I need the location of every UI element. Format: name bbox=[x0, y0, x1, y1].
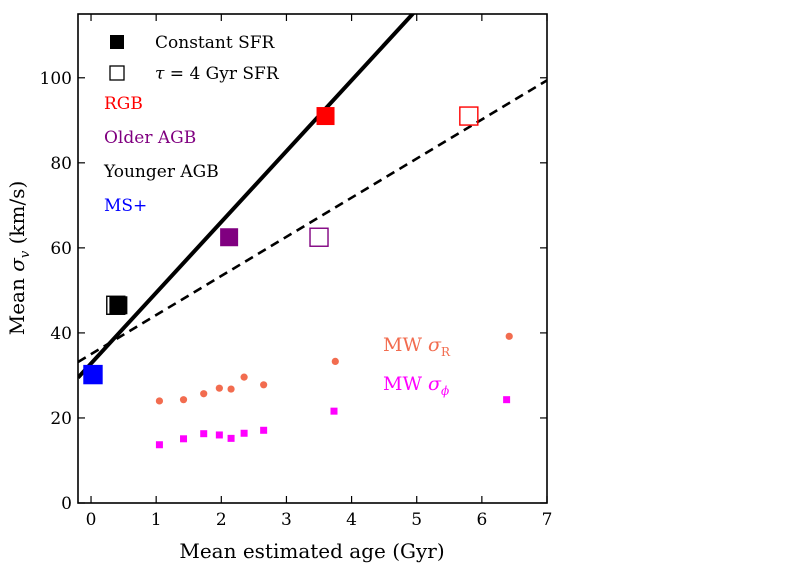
older-agb-tau-marker bbox=[309, 227, 329, 247]
mw-sigma-r-point bbox=[505, 332, 513, 340]
legend-constant-marker bbox=[110, 35, 124, 49]
x-tick-label: 2 bbox=[216, 510, 227, 530]
y-tick-label: 80 bbox=[50, 154, 72, 174]
plot-frame bbox=[77, 13, 548, 504]
mw-sigma-r-point bbox=[331, 357, 339, 366]
older-agb-constant-marker bbox=[220, 228, 239, 247]
x-tick-label: 0 bbox=[86, 510, 97, 530]
legend-tau-label: τ = 4 Gyr SFR bbox=[155, 64, 280, 84]
mw-sigma-r-label: MW σR bbox=[383, 334, 451, 359]
x-tick-label: 6 bbox=[476, 510, 487, 530]
y-tick-label: 40 bbox=[50, 324, 72, 344]
mw-sigma-phi-point bbox=[503, 396, 511, 404]
legend: Constant SFR τ = 4 Gyr SFR bbox=[109, 33, 280, 84]
ms-label: MS+ bbox=[104, 196, 147, 216]
y-tick-label: 100 bbox=[40, 69, 72, 89]
rgb-tau-marker bbox=[459, 106, 479, 126]
mw-sigma-phi-point bbox=[260, 426, 268, 434]
younger-agb-constant-marker bbox=[109, 296, 128, 315]
mw-sigma-phi-point bbox=[215, 431, 223, 439]
older-agb-label: Older AGB bbox=[104, 128, 196, 148]
mw-sigma-phi-point bbox=[180, 435, 188, 443]
mw-sigma-r-point bbox=[200, 390, 208, 398]
x-tick-label: 7 bbox=[542, 510, 553, 530]
mw-sigma-phi-point bbox=[227, 434, 235, 442]
x-axis-label: Mean estimated age (Gyr) bbox=[179, 539, 444, 563]
x-tick-label: 4 bbox=[346, 510, 357, 530]
legend-constant-label: Constant SFR bbox=[155, 33, 276, 53]
rgb-constant-marker bbox=[316, 107, 335, 126]
mw-sigma-r-point bbox=[215, 384, 223, 392]
mw-sigma-r-point bbox=[260, 381, 268, 389]
fit-line-dashed bbox=[78, 79, 547, 364]
y-tick-label: 60 bbox=[50, 239, 72, 259]
rgb-label: RGB bbox=[104, 94, 143, 114]
younger-agb-label: Younger AGB bbox=[103, 162, 219, 182]
mw-sigma-r-point bbox=[240, 373, 248, 381]
y-axis-label: Mean σv (km/s) bbox=[5, 181, 33, 336]
x-tick-label: 1 bbox=[151, 510, 162, 530]
legend-tau-marker bbox=[109, 65, 125, 81]
mw-sigma-phi-point bbox=[240, 429, 248, 437]
mw-sigma-phi-point bbox=[200, 430, 208, 438]
mw-sigma-phi-label: MW σϕ bbox=[383, 373, 449, 398]
mw-sigma-phi-point bbox=[330, 407, 338, 415]
y-tick-label: 0 bbox=[61, 494, 72, 514]
fit-line-solid bbox=[78, 14, 416, 380]
mw-sigma-r-point bbox=[155, 397, 164, 405]
y-tick-label: 20 bbox=[50, 409, 72, 429]
x-tick-label: 3 bbox=[281, 510, 292, 530]
x-tick-label: 5 bbox=[411, 510, 422, 530]
mw-sigma-r-point bbox=[179, 396, 188, 404]
mw-sigma-r-point bbox=[227, 385, 235, 393]
mw-sigma-phi-point bbox=[155, 441, 163, 449]
ms-constant-marker bbox=[83, 365, 102, 384]
